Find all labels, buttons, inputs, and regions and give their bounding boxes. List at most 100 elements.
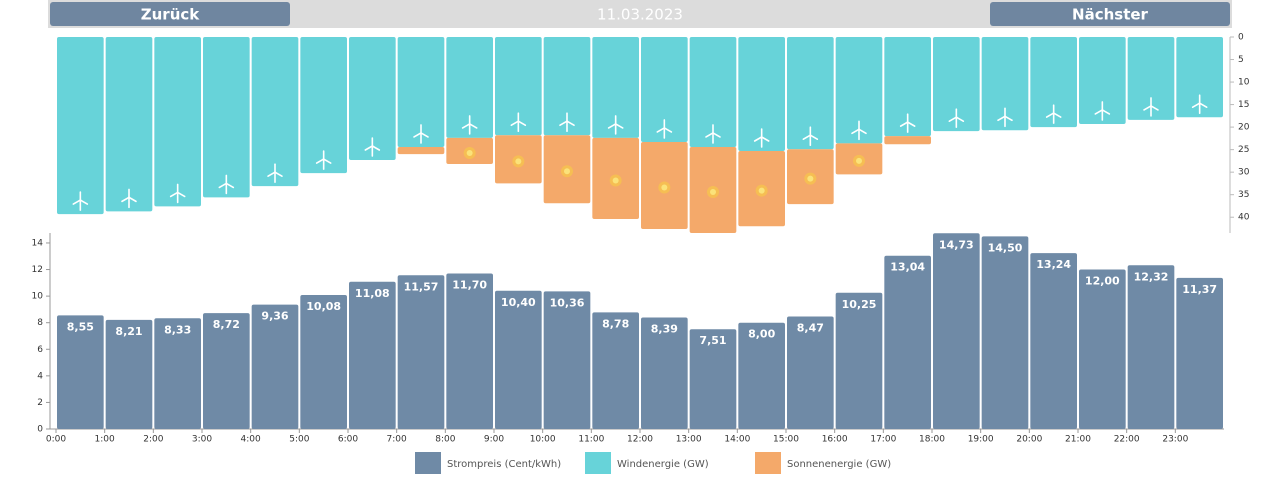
price-bar bbox=[105, 319, 153, 429]
legend-swatch bbox=[755, 452, 781, 474]
price-bar bbox=[154, 318, 201, 429]
x-tick-label: 13:00 bbox=[676, 435, 702, 445]
y-tick-label: 5 bbox=[1238, 55, 1244, 65]
x-tick-label: 10:00 bbox=[530, 435, 556, 445]
value-label: 8,78 bbox=[602, 317, 629, 330]
y-tick-label: 14 bbox=[32, 238, 44, 248]
wind-icon bbox=[413, 124, 429, 144]
wind-icon bbox=[1094, 101, 1111, 121]
y-tick-label: 30 bbox=[1238, 168, 1250, 178]
y-tick-label: 10 bbox=[32, 292, 44, 302]
y-tick-label: 12 bbox=[32, 265, 43, 275]
wind-icon bbox=[559, 112, 575, 133]
value-label: 10,25 bbox=[842, 298, 877, 311]
wind-icon bbox=[607, 115, 624, 135]
wind-bar bbox=[689, 37, 737, 147]
value-label: 8,33 bbox=[164, 323, 191, 336]
x-tick-label: 12:00 bbox=[627, 435, 653, 445]
next-label[interactable]: Nächster bbox=[1072, 6, 1149, 24]
wind-icon bbox=[121, 188, 137, 209]
sun-core bbox=[661, 184, 668, 191]
wind-bar bbox=[1176, 37, 1223, 118]
value-label: 14,50 bbox=[988, 241, 1023, 254]
back-button[interactable] bbox=[50, 2, 290, 26]
wind-icon bbox=[1045, 104, 1062, 124]
wind-icon bbox=[802, 126, 819, 146]
wind-bar bbox=[251, 37, 299, 187]
value-label: 10,08 bbox=[306, 300, 341, 313]
back-label[interactable]: Zurück bbox=[141, 6, 201, 24]
sun-core bbox=[612, 177, 619, 184]
date: 11.03.2023 bbox=[597, 6, 683, 24]
y-tick-label: 40 bbox=[1238, 213, 1250, 223]
legend-label: Sonnenenergie (GW) bbox=[787, 459, 891, 470]
x-tick-label: 15:00 bbox=[773, 435, 799, 445]
x-tick-label: 6:00 bbox=[338, 435, 358, 445]
x-tick-label: 8:00 bbox=[435, 435, 455, 445]
value-label: 8,00 bbox=[748, 328, 775, 341]
wind-icon bbox=[218, 174, 235, 195]
x-tick-label: 19:00 bbox=[968, 435, 994, 445]
price-bar bbox=[495, 290, 542, 429]
price-bar bbox=[689, 329, 737, 429]
price-bar bbox=[787, 316, 834, 429]
wind-bar bbox=[884, 37, 931, 137]
price-bar bbox=[543, 291, 591, 429]
wind-bar bbox=[154, 37, 201, 207]
value-label: 13,24 bbox=[1036, 258, 1071, 271]
value-label: 9,36 bbox=[261, 310, 288, 323]
wind-icon bbox=[851, 120, 867, 141]
price-bar bbox=[446, 273, 493, 429]
value-label: 8,21 bbox=[115, 325, 142, 338]
wind-icon bbox=[656, 119, 673, 139]
wind-icon bbox=[753, 128, 770, 148]
sun-core bbox=[710, 188, 716, 195]
value-label: 11,70 bbox=[452, 279, 487, 292]
x-tick-label: 2:00 bbox=[143, 435, 163, 445]
value-label: 10,36 bbox=[550, 296, 585, 309]
legend-swatch bbox=[585, 452, 611, 474]
wind-bar bbox=[738, 37, 785, 151]
sun-core bbox=[856, 157, 862, 164]
wind-icon bbox=[267, 163, 283, 183]
price-bar bbox=[349, 281, 396, 429]
value-label: 12,32 bbox=[1134, 270, 1169, 283]
wind-bar bbox=[300, 37, 347, 174]
x-tick-label: 14:00 bbox=[724, 435, 750, 445]
x-tick-label: 18:00 bbox=[919, 435, 945, 445]
price-bar bbox=[835, 292, 883, 429]
value-label: 10,40 bbox=[501, 296, 536, 309]
sun-core bbox=[564, 168, 570, 175]
price-bar bbox=[57, 315, 104, 429]
x-tick-label: 17:00 bbox=[870, 435, 896, 445]
value-label: 11,08 bbox=[355, 287, 390, 300]
wind-icon bbox=[364, 137, 381, 157]
value-label: 14,73 bbox=[939, 238, 974, 251]
price-bar bbox=[251, 304, 299, 429]
x-tick-label: 16:00 bbox=[822, 435, 848, 445]
x-tick-label: 11:00 bbox=[578, 435, 604, 445]
wind-bar bbox=[1030, 37, 1077, 128]
price-bar bbox=[884, 255, 931, 429]
wind-bar bbox=[57, 37, 104, 215]
sun-core bbox=[807, 175, 814, 182]
y-tick-label: 0 bbox=[1238, 33, 1244, 43]
price-bar bbox=[300, 295, 347, 429]
wind-bar bbox=[495, 37, 542, 136]
next-button[interactable] bbox=[990, 2, 1230, 26]
y-tick-label: 8 bbox=[37, 318, 43, 328]
price-bar bbox=[981, 236, 1029, 429]
sun-core bbox=[515, 158, 522, 165]
wind-bar bbox=[835, 37, 883, 144]
y-tick-label: 10 bbox=[1238, 78, 1250, 88]
wind-icon bbox=[705, 124, 721, 144]
wind-icon bbox=[461, 115, 478, 135]
solar-bar bbox=[884, 136, 931, 145]
x-tick-label: 3:00 bbox=[192, 435, 212, 445]
y-tick-label: 2 bbox=[37, 398, 43, 408]
wind-bar bbox=[933, 37, 980, 132]
wind-bar bbox=[349, 37, 396, 161]
wind-icon bbox=[1143, 97, 1159, 117]
y-tick-label: 25 bbox=[1238, 145, 1249, 155]
